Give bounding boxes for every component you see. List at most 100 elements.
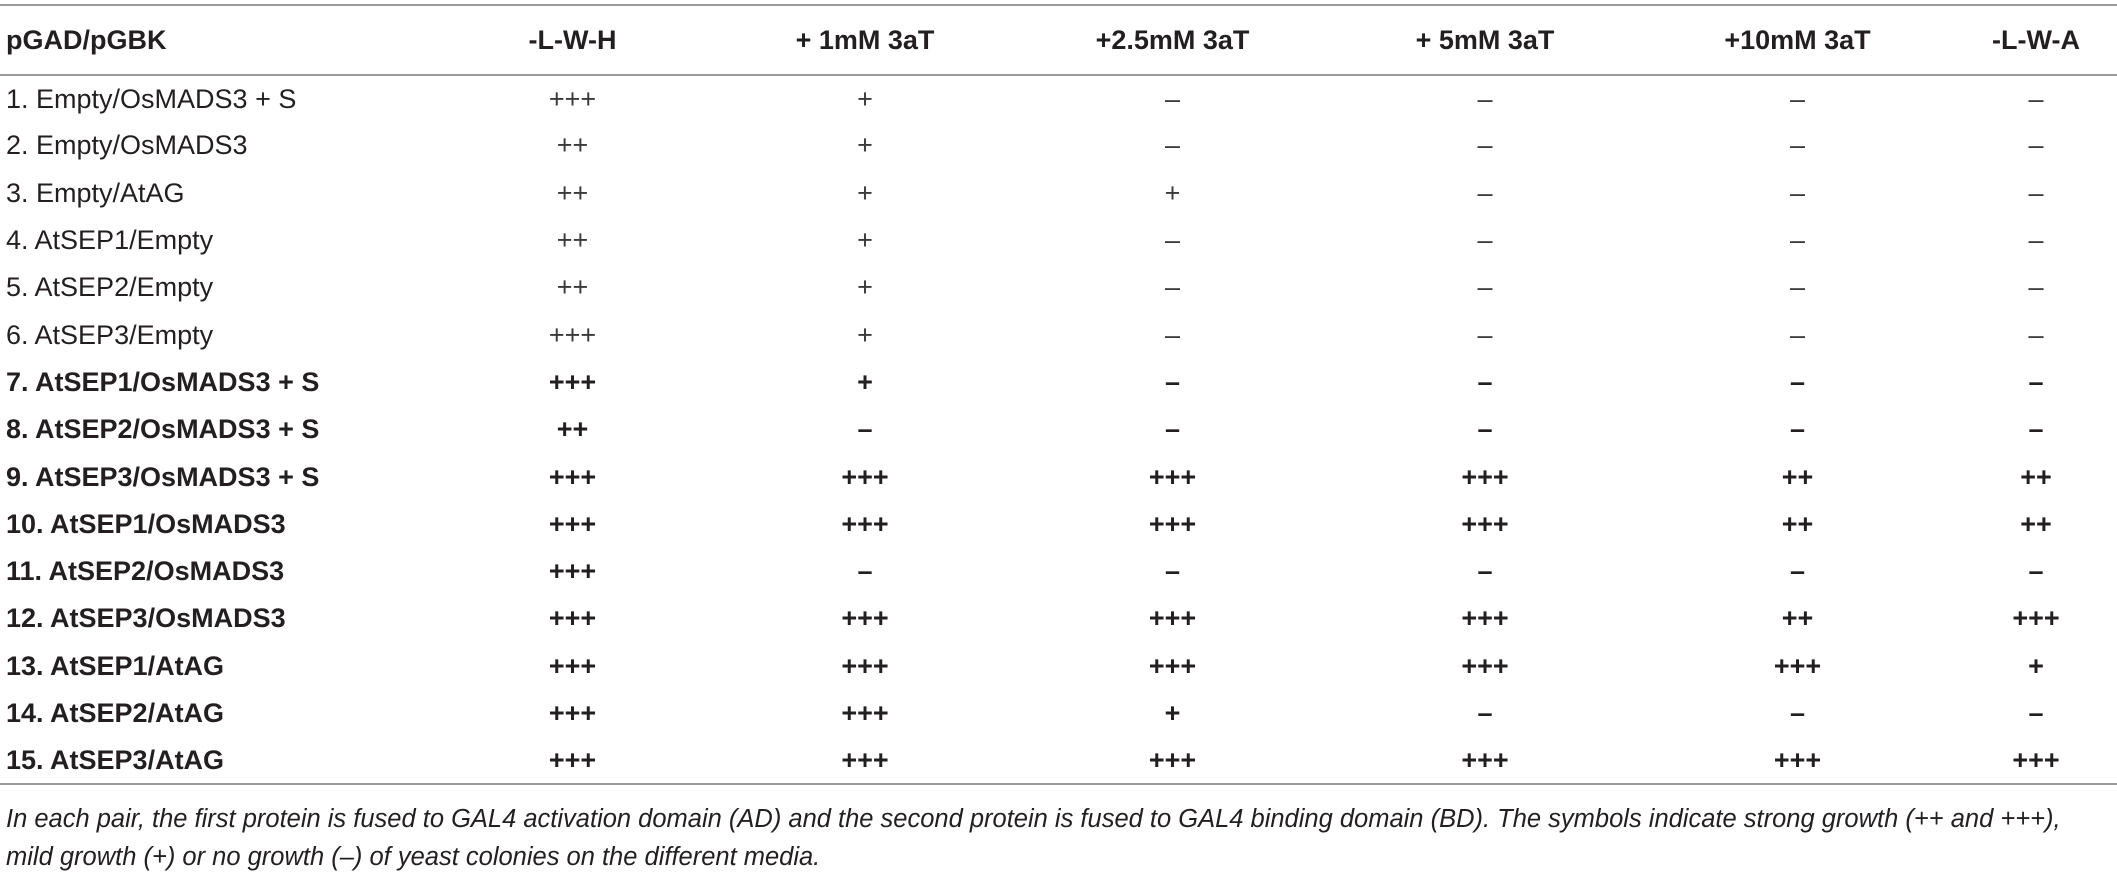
table-row: 14. AtSEP2/AtAG +++ +++ + – – – [0, 690, 2117, 737]
row-label: 3. Empty/AtAG [6, 177, 185, 208]
growth-cell: ++ [556, 272, 589, 303]
growth-cell: – [857, 414, 873, 445]
growth-cell: – [1789, 319, 1806, 350]
growth-cell: – [1164, 366, 1181, 397]
table-header-row: pGAD/pGBK -L-W-H + 1mM 3aT +2.5mM 3aT + … [0, 4, 2117, 76]
column-header: + 5mM 3aT [1330, 4, 1640, 76]
growth-cell: +++ [548, 698, 597, 728]
growth-cell: +++ [1148, 508, 1197, 539]
growth-cell: +++ [841, 650, 889, 681]
growth-cell: – [1477, 225, 1493, 256]
growth-cell: + [857, 130, 873, 161]
growth-cell: – [1477, 698, 1493, 728]
growth-cell: – [2028, 556, 2044, 587]
growth-cell: – [1477, 556, 1493, 587]
growth-cell: +++ [1461, 603, 1509, 634]
table-row: 3. Empty/AtAG ++ + + – – – [0, 170, 2117, 217]
row-label: 8. AtSEP2/OsMADS3 + S [6, 414, 320, 445]
growth-cell: + [1164, 177, 1181, 208]
growth-cell: – [1164, 272, 1181, 303]
growth-cell: – [1164, 319, 1181, 350]
growth-cell: – [1789, 366, 1806, 397]
table-row: 7. AtSEP1/OsMADS3 + S +++ + – – – – [0, 359, 2117, 406]
growth-cell: + [857, 177, 873, 208]
row-label: 15. AtSEP3/AtAG [0, 737, 430, 786]
growth-cell: – [2028, 698, 2044, 728]
growth-cell: – [2028, 366, 2044, 397]
growth-cell: ++ [556, 177, 589, 208]
growth-cell: – [2028, 225, 2044, 256]
growth-cell: +++ [841, 603, 889, 634]
growth-cell: +++ [548, 461, 597, 492]
growth-cell: – [2028, 319, 2044, 350]
growth-cell: +++ [2012, 603, 2060, 634]
growth-cell: +++ [841, 461, 889, 492]
growth-cell: – [1164, 414, 1181, 445]
row-label: 2. Empty/OsMADS3 [6, 130, 248, 161]
table-row: 12. AtSEP3/OsMADS3 +++ +++ +++ +++ ++ +++ [0, 595, 2117, 642]
growth-cell: ++ [1781, 508, 1814, 539]
growth-cell: – [1477, 319, 1493, 350]
growth-cell: – [1164, 556, 1181, 587]
row-label: 5. AtSEP2/Empty [6, 272, 214, 303]
growth-cell: – [1789, 414, 1806, 445]
growth-cell: – [1789, 556, 1806, 587]
table-row: 5. AtSEP2/Empty ++ + – – – – [0, 264, 2117, 311]
growth-cell: +++ [1148, 650, 1197, 681]
table-row: 6. AtSEP3/Empty +++ + – – – – [0, 311, 2117, 358]
growth-cell: – [2028, 83, 2044, 114]
growth-cell: +++ [1461, 650, 1509, 681]
growth-cell: ++ [1781, 461, 1814, 492]
column-header: +2.5mM 3aT [1015, 4, 1330, 76]
row-label: 7. AtSEP1/OsMADS3 + S [6, 366, 320, 397]
table-row: 4. AtSEP1/Empty ++ + – – – – [0, 217, 2117, 264]
growth-cell: +++ [548, 556, 597, 587]
growth-cell: +++ [548, 366, 597, 397]
row-label: 12. AtSEP3/OsMADS3 [6, 603, 286, 634]
growth-cell: +++ [548, 603, 597, 634]
growth-cell: ++ [2020, 461, 2052, 492]
growth-cell: – [1789, 83, 1806, 114]
growth-cell: – [1789, 272, 1806, 303]
growth-cell: +++ [1148, 461, 1197, 492]
growth-cell: – [1789, 698, 1806, 728]
growth-cell: ++ [556, 225, 589, 256]
growth-cell: + [857, 272, 873, 303]
table-row: 11. AtSEP2/OsMADS3 +++ – – – – – [0, 548, 2117, 595]
growth-cell: +++ [430, 737, 715, 786]
growth-cell: +++ [1773, 650, 1822, 681]
table-row: 8. AtSEP2/OsMADS3 + S ++ – – – – – [0, 406, 2117, 453]
growth-cell: +++ [1640, 737, 1955, 786]
growth-cell: +++ [1148, 603, 1197, 634]
growth-cell: – [1477, 414, 1493, 445]
growth-cell: +++ [548, 508, 597, 539]
growth-cell: – [2028, 177, 2044, 208]
growth-cell: – [1164, 83, 1181, 114]
column-header: pGAD/pGBK [0, 4, 430, 76]
row-label: 9. AtSEP3/OsMADS3 + S [6, 461, 320, 492]
growth-cell: – [1477, 366, 1493, 397]
column-header: -L-W-A [1955, 4, 2117, 76]
growth-cell: +++ [1461, 461, 1509, 492]
growth-cell: + [2028, 650, 2044, 681]
table-row: 13. AtSEP1/AtAG +++ +++ +++ +++ +++ + [0, 643, 2117, 690]
growth-cell: – [1477, 272, 1493, 303]
growth-cell: – [2028, 272, 2044, 303]
growth-cell: + [1164, 698, 1181, 728]
growth-cell: – [1477, 83, 1493, 114]
row-label: 10. AtSEP1/OsMADS3 [6, 508, 286, 539]
column-header: + 1mM 3aT [715, 4, 1015, 76]
row-label: 13. AtSEP1/AtAG [6, 650, 225, 681]
row-label: 6. AtSEP3/Empty [6, 319, 214, 350]
row-label: 1. Empty/OsMADS3 + S [6, 83, 297, 114]
growth-cell: – [2028, 414, 2044, 445]
growth-cell: – [857, 556, 873, 587]
growth-cell: + [857, 83, 873, 114]
table-row: 1. Empty/OsMADS3 + S +++ + – – – – [0, 75, 2117, 122]
growth-cell: +++ [1461, 508, 1509, 539]
row-label: 14. AtSEP2/AtAG [6, 698, 225, 728]
table-body: 1. Empty/OsMADS3 + S +++ + – – – –2. Empty/OsM… [0, 75, 2117, 786]
table-row: 2. Empty/OsMADS3 ++ + – – – – [0, 122, 2117, 169]
growth-cell: + [857, 366, 873, 397]
